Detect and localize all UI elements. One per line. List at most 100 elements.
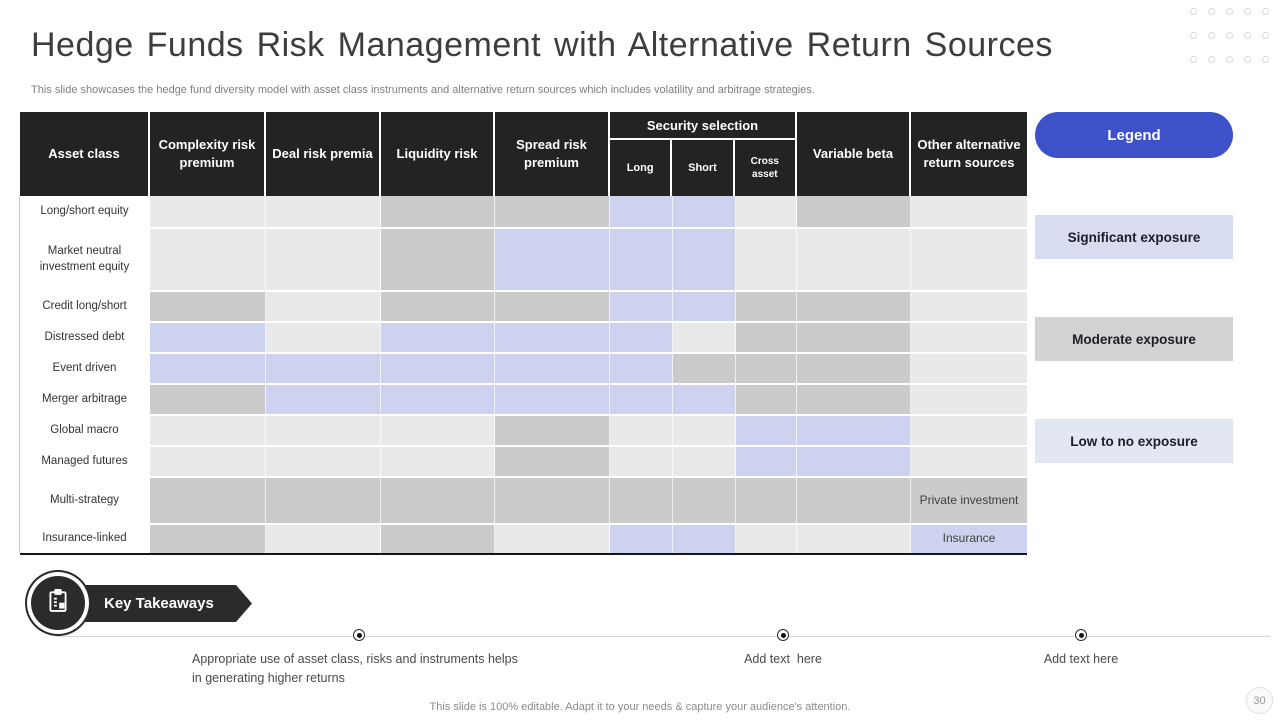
matrix-cell-mod (797, 478, 911, 523)
matrix-cell-sig (266, 385, 381, 414)
matrix-cell-sig: Insurance (911, 525, 1027, 553)
col-header-variable-beta: Variable beta (797, 112, 911, 196)
matrix-cell-mod (673, 478, 736, 523)
row-label: Event driven (20, 354, 150, 383)
row-label: Market neutral investment equity (20, 229, 150, 290)
matrix-cell-low (266, 447, 381, 476)
matrix-cell-low (381, 416, 495, 445)
row-label: Merger arbitrage (20, 385, 150, 414)
table-row: Merger arbitrage (20, 383, 1027, 414)
footer-note: This slide is 100% editable. Adapt it to… (429, 701, 851, 713)
row-label: Managed futures (20, 447, 150, 476)
matrix-cell-sig (266, 354, 381, 383)
matrix-cell-sig (610, 196, 673, 227)
table-row: Event driven (20, 352, 1027, 383)
takeaway-placeholder[interactable]: Add text here (744, 652, 822, 666)
matrix-cell-low (673, 416, 736, 445)
table-row: Multi-strategy Private investment (20, 476, 1027, 523)
matrix-cell-sig (736, 416, 797, 445)
decor-dot (1262, 8, 1269, 15)
matrix-cell-sig (673, 196, 736, 227)
decor-dot (1208, 56, 1215, 63)
table-row: Market neutral investment equity (20, 227, 1027, 290)
matrix-cell-low (911, 229, 1027, 290)
legend-item-label: Moderate exposure (1072, 331, 1196, 347)
matrix-cell-sig (610, 323, 673, 352)
matrix-cell-mod (381, 196, 495, 227)
matrix-cell-sig (610, 525, 673, 553)
matrix-cell-low (266, 292, 381, 321)
matrix-cell-mod (495, 416, 610, 445)
table-row: Insurance-linked Insurance (20, 523, 1027, 553)
table-row: Credit long/short (20, 290, 1027, 321)
decor-dot (1190, 56, 1197, 63)
legend-item-significant: Significant exposure (1035, 215, 1233, 259)
col-header-security-selection: Security selection (610, 112, 795, 140)
matrix-cell-sig (673, 525, 736, 553)
matrix-cell-mod: Private investment (911, 478, 1027, 523)
bullet-icon (777, 629, 789, 641)
matrix-cell-low (266, 229, 381, 290)
legend-item-label: Low to no exposure (1070, 433, 1198, 449)
key-takeaways-label: Key Takeaways (104, 595, 214, 612)
security-selection-subheaders: Long Short Cross asset (610, 140, 795, 196)
matrix-cell-sig (150, 354, 266, 383)
matrix-cell-low (266, 323, 381, 352)
table-row: Managed futures (20, 445, 1027, 476)
matrix-cell-sig (797, 416, 911, 445)
risk-matrix-table: Asset class Complexity risk premium Deal… (20, 112, 1027, 555)
matrix-cell-low (673, 447, 736, 476)
matrix-cell-mod (266, 478, 381, 523)
matrix-cell-sig (736, 447, 797, 476)
matrix-cell-low (381, 447, 495, 476)
matrix-cell-low (911, 416, 1027, 445)
matrix-cell-sig (610, 292, 673, 321)
decor-dot (1190, 8, 1197, 15)
table-row: Long/short equity (20, 196, 1027, 227)
key-takeaways-badge (27, 572, 89, 634)
matrix-cell-mod (381, 292, 495, 321)
matrix-cell-mod (150, 292, 266, 321)
matrix-cell-low (797, 229, 911, 290)
matrix-cell-low (911, 323, 1027, 352)
matrix-cell-sig (610, 354, 673, 383)
legend-item-moderate: Moderate exposure (1035, 317, 1233, 361)
matrix-cell-low (150, 196, 266, 227)
matrix-cell-mod (736, 478, 797, 523)
matrix-cell-low (911, 447, 1027, 476)
matrix-cell-sig (673, 292, 736, 321)
matrix-cell-low (736, 525, 797, 553)
takeaway-placeholder[interactable]: Add text here (1043, 652, 1119, 666)
matrix-cell-low (610, 447, 673, 476)
col-header-long: Long (610, 140, 673, 196)
decor-dot (1226, 8, 1233, 15)
decor-dot (1244, 56, 1251, 63)
matrix-cell-low (266, 416, 381, 445)
decor-dot (1208, 32, 1215, 39)
decor-dot (1244, 32, 1251, 39)
matrix-cell-mod (736, 354, 797, 383)
matrix-cell-low (673, 323, 736, 352)
clipboard-icon (44, 587, 72, 620)
legend-button[interactable]: Legend (1035, 112, 1233, 158)
page-title: Hedge Funds Risk Management with Alterna… (31, 26, 1053, 64)
matrix-cell-mod (495, 196, 610, 227)
matrix-cell-sig (673, 385, 736, 414)
row-label: Credit long/short (20, 292, 150, 321)
row-label: Distressed debt (20, 323, 150, 352)
matrix-cell-low (610, 416, 673, 445)
matrix-cell-low (736, 196, 797, 227)
col-header-liquidity: Liquidity risk (381, 112, 495, 196)
matrix-cell-low (266, 525, 381, 553)
matrix-cell-sig (150, 323, 266, 352)
bullet-icon (353, 629, 365, 641)
matrix-cell-sig (495, 354, 610, 383)
matrix-cell-low (150, 229, 266, 290)
decor-dots (1190, 8, 1280, 63)
matrix-cell-mod (797, 196, 911, 227)
matrix-cell-low (150, 416, 266, 445)
table-row: Distressed debt (20, 321, 1027, 352)
decor-dot (1244, 8, 1251, 15)
matrix-cell-mod (150, 478, 266, 523)
